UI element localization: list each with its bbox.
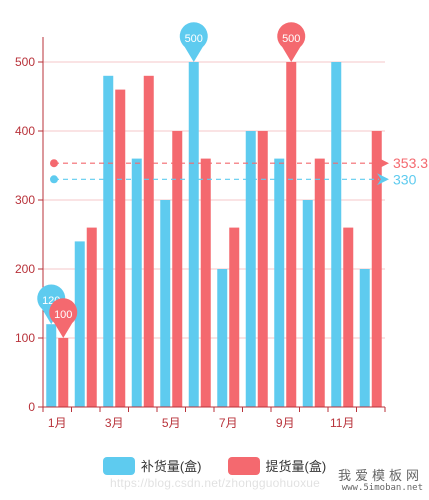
bar-pickup-9: [286, 62, 297, 407]
x-tick-label: 1月: [48, 416, 67, 430]
mean-arrow-pickup: [377, 157, 389, 170]
bar-pickup-4: [143, 75, 154, 408]
mean-label-pickup: 353.3: [393, 155, 428, 171]
grid-layer: [43, 61, 385, 339]
y-tick-label: 500: [15, 55, 35, 69]
bar-restock-1: [46, 324, 57, 407]
site-watermark: 我爱模板网 www.5imoban.net: [338, 470, 423, 493]
max-marker-pickup-label: 500: [282, 33, 300, 45]
bar-pickup-3: [115, 89, 126, 407]
axis-layer: 0 100 200 300 400 500 1月 3月 5月 7月 9月 11月: [15, 37, 386, 430]
y-tick-label: 0: [28, 400, 35, 414]
bar-restock-2: [74, 241, 85, 407]
bar-pickup-12: [371, 131, 382, 407]
bar-restock-10: [302, 200, 313, 407]
x-tick-label: 7月: [219, 416, 238, 430]
watermark-url: https://blog.csdn.net/zhongguohuoxue: [110, 476, 321, 490]
legend-label-restock: 补货量(盒): [140, 459, 202, 474]
site-watermark-url: www.5imoban.net: [341, 482, 423, 493]
min-marker-pickup: 100: [49, 298, 78, 338]
legend-item-restock[interactable]: 补货量(盒): [102, 456, 202, 475]
mean-label-restock: 330: [393, 171, 417, 187]
max-marker-restock-shape: [179, 22, 208, 63]
site-watermark-cn: 我爱模板网: [337, 469, 423, 484]
bar-pickup-8: [257, 131, 268, 407]
min-marker-pickup-label: 100: [54, 309, 72, 321]
y-tick-label: 300: [15, 193, 35, 207]
bar-restock-9: [274, 158, 285, 407]
bar-restock-4: [131, 158, 142, 407]
bar-restock-5: [160, 200, 171, 407]
bar-restock-12: [359, 269, 370, 407]
min-marker-restock-shape: [37, 284, 66, 325]
bar-restock-11: [331, 62, 342, 407]
bar-pickup-7: [229, 227, 240, 407]
min-marker-pickup-shape: [49, 298, 78, 338]
x-tick-label: 11月: [330, 416, 354, 430]
bar-pickup-6: [200, 158, 211, 407]
x-tick-label: 3月: [105, 416, 124, 430]
bars-layer: [46, 62, 382, 408]
y-tick-label: 200: [15, 262, 35, 276]
legend-swatch-pickup: [227, 456, 260, 475]
bar-restock-8: [245, 131, 256, 407]
legend-label-pickup: 提货量(盒): [265, 459, 327, 474]
max-marker-restock-label: 500: [185, 33, 203, 45]
bar-pickup-10: [314, 158, 325, 407]
bar-pickup-11: [343, 227, 354, 407]
bar-pickup-5: [172, 131, 183, 407]
x-tick-label: 5月: [162, 416, 181, 430]
x-tick-label: 9月: [276, 416, 295, 430]
bar-restock-6: [188, 62, 199, 407]
legend-swatch-restock: [102, 456, 135, 475]
bar-pickup-2: [86, 227, 97, 407]
y-tick-label: 100: [15, 331, 35, 345]
max-marker-pickup-shape: [277, 22, 306, 62]
max-marker-pickup: 500: [277, 22, 306, 62]
mean-start-dot-pickup: [50, 159, 58, 168]
mean-arrow-restock: [377, 173, 389, 186]
mean-start-dot-restock: [50, 175, 58, 184]
legend-item-pickup[interactable]: 提货量(盒): [227, 456, 327, 475]
y-tick-label: 400: [15, 124, 35, 138]
bar-restock-7: [217, 269, 228, 407]
bar-restock-3: [103, 75, 114, 408]
bar-pickup-1: [58, 338, 69, 407]
legend: 补货量(盒) 提货量(盒): [0, 456, 429, 475]
max-marker-restock: 500: [179, 22, 208, 63]
